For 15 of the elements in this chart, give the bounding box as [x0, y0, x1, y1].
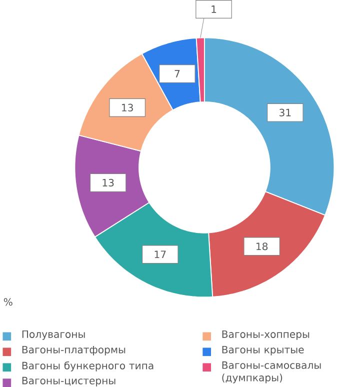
- legend-label: Вагоны-хопперы: [222, 330, 309, 340]
- data-label: 17: [154, 250, 166, 258]
- legend-label: Вагоны-самосвалы (думпкары): [222, 361, 321, 384]
- data-label: 1: [212, 6, 216, 13]
- legend-title: %: [4, 298, 12, 306]
- data-label: 7: [174, 70, 180, 78]
- legend-label: Вагоны-платформы: [22, 346, 125, 356]
- data-label: 18: [256, 242, 268, 250]
- data-label: 13: [102, 178, 114, 187]
- legend-label: Вагоны-цистерны: [22, 376, 116, 386]
- legend-label: Полувагоны: [22, 330, 85, 340]
- data-label: 31: [279, 108, 291, 116]
- data-label: 13: [122, 104, 133, 112]
- legend-label: Вагоны крытые: [222, 346, 304, 356]
- legend-label: Вагоны бункерного типа: [22, 361, 154, 372]
